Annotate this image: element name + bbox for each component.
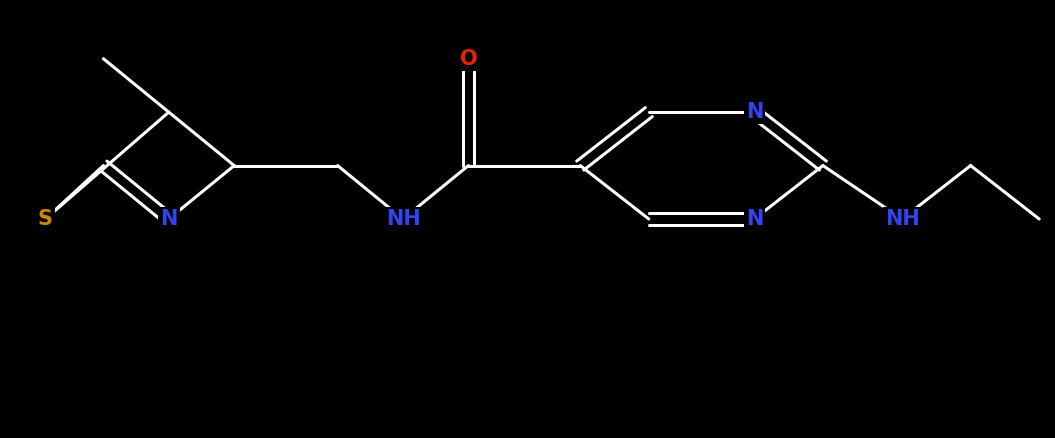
Text: N: N <box>160 209 177 229</box>
Text: N: N <box>746 102 763 122</box>
Text: NH: NH <box>386 209 420 229</box>
Text: N: N <box>746 209 763 229</box>
Text: O: O <box>460 49 477 69</box>
Text: S: S <box>38 209 53 229</box>
Text: NH: NH <box>885 209 919 229</box>
